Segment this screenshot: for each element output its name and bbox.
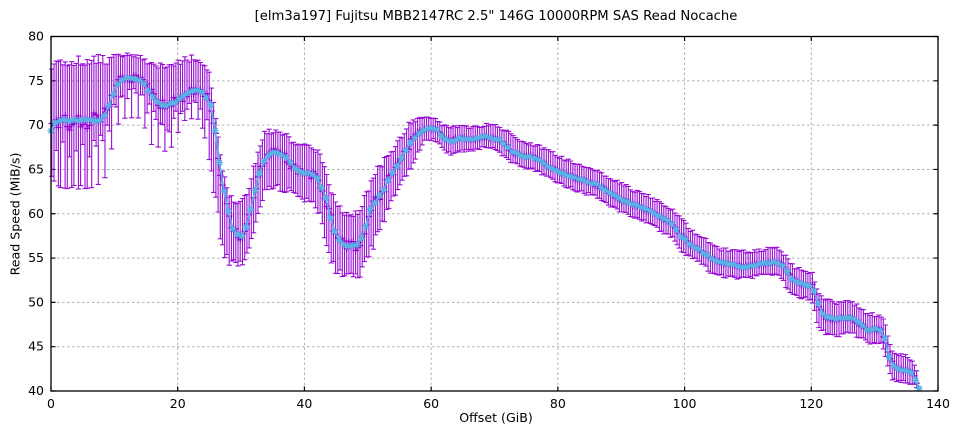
x-tick-label: 80 <box>550 396 566 411</box>
plot-border <box>50 35 939 392</box>
y-tick-label: 70 <box>28 117 44 132</box>
x-tick-label: 40 <box>296 396 312 411</box>
mean-line <box>50 77 920 389</box>
y-tick-label: 65 <box>28 161 44 176</box>
x-axis-label: Offset (GiB) <box>459 410 533 425</box>
chart-title: [elm3a197] Fujitsu MBB2147RC 2.5" 146G 1… <box>254 9 738 24</box>
y-tick-label: 45 <box>28 339 44 354</box>
plot-area <box>47 52 923 392</box>
sample-plus-markers <box>48 72 920 387</box>
x-tick-label: 60 <box>423 396 439 411</box>
x-tick-label: 120 <box>799 396 823 411</box>
y-tick-label: 60 <box>28 206 44 221</box>
y-tick-label: 80 <box>28 29 44 44</box>
y-tick-label: 50 <box>28 294 44 309</box>
x-tick-label: 100 <box>673 396 697 411</box>
x-tick-label: 20 <box>170 396 186 411</box>
sample-error-bars <box>49 52 920 389</box>
y-tick-label: 55 <box>28 250 44 265</box>
x-tick-label: 140 <box>926 396 950 411</box>
sample-connecting-line <box>51 74 918 384</box>
y-tick-label: 40 <box>28 383 44 398</box>
y-axis-label: Read Speed (MiB/s) <box>7 152 23 276</box>
y-tick-label: 75 <box>28 73 44 88</box>
x-tick-label: 0 <box>47 396 55 411</box>
